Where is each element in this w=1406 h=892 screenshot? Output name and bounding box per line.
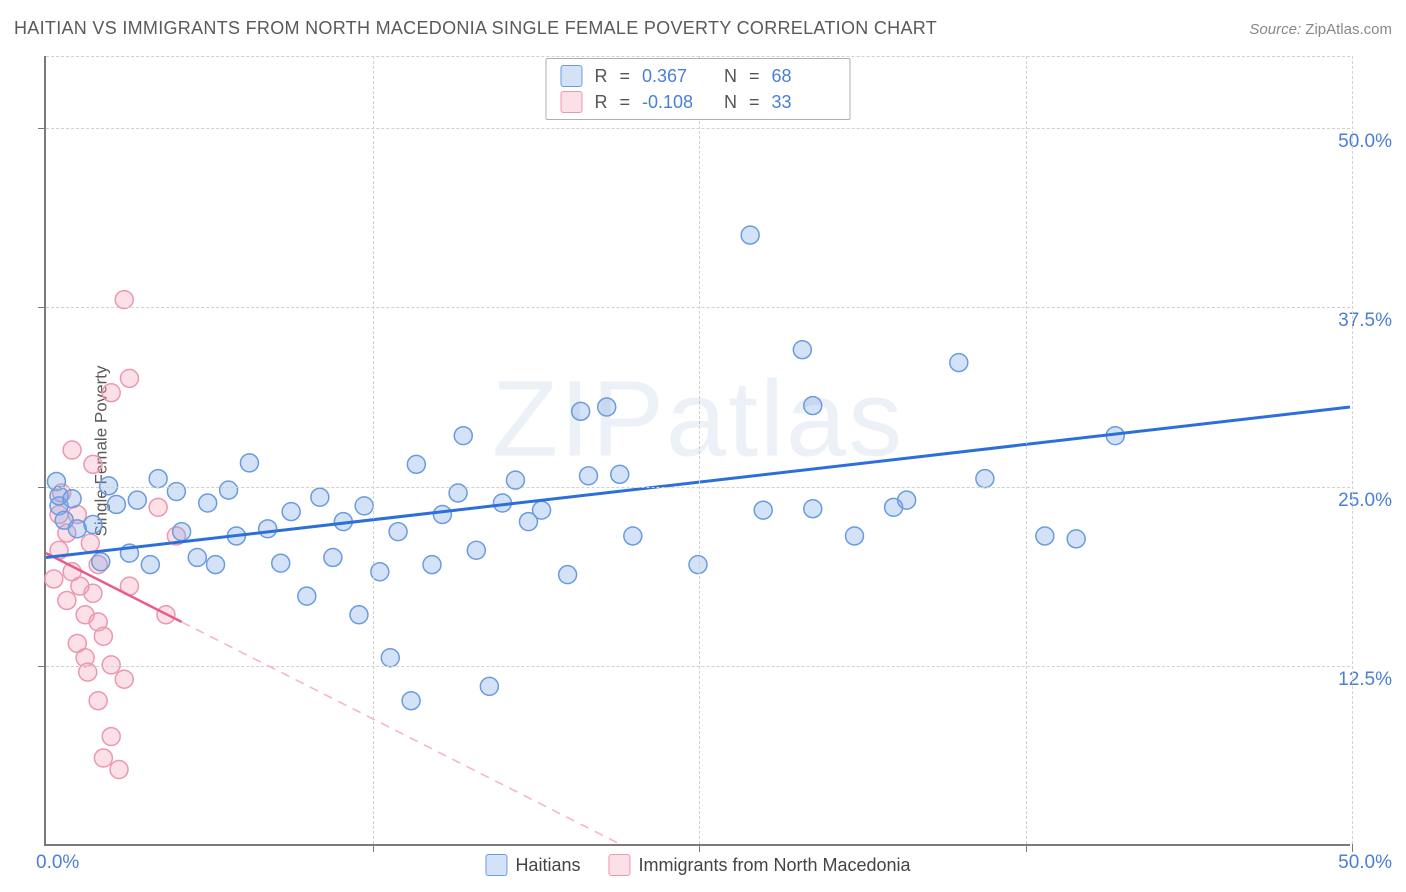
gridline-h bbox=[46, 128, 1350, 129]
gridline-v bbox=[1352, 56, 1353, 844]
gridline-h bbox=[46, 666, 1350, 667]
gridline-v bbox=[1026, 56, 1027, 844]
r-value-b: -0.108 bbox=[642, 92, 706, 113]
legend-item-a: Haitians bbox=[485, 854, 580, 876]
plot-area: ZIPatlas R = 0.367 N = 68 R = -0.108 N =… bbox=[44, 56, 1350, 846]
swatch-b bbox=[608, 854, 630, 876]
correlation-legend: R = 0.367 N = 68 R = -0.108 N = 33 bbox=[545, 58, 850, 120]
gridline-h bbox=[46, 307, 1350, 308]
y-tick-label: 50.0% bbox=[1338, 131, 1392, 153]
regression-line bbox=[46, 553, 182, 622]
swatch-b bbox=[560, 91, 582, 113]
source-attribution: Source: ZipAtlas.com bbox=[1249, 21, 1392, 38]
chart-title: HAITIAN VS IMMIGRANTS FROM NORTH MACEDON… bbox=[14, 18, 937, 39]
series-legend: Haitians Immigrants from North Macedonia bbox=[485, 854, 910, 876]
chart-header: HAITIAN VS IMMIGRANTS FROM NORTH MACEDON… bbox=[14, 18, 1392, 39]
regression-line bbox=[46, 407, 1350, 557]
source-name: ZipAtlas.com bbox=[1305, 21, 1392, 38]
n-value-b: 33 bbox=[772, 92, 836, 113]
legend-item-b: Immigrants from North Macedonia bbox=[608, 854, 910, 876]
n-value-a: 68 bbox=[772, 66, 836, 87]
regression-layer bbox=[46, 56, 1350, 844]
chart-container: Single Female Poverty ZIPatlas R = 0.367… bbox=[44, 56, 1392, 846]
source-prefix: Source: bbox=[1249, 21, 1305, 38]
gridline-h bbox=[46, 487, 1350, 488]
gridline-v bbox=[699, 56, 700, 844]
x-tick-label-min: 0.0% bbox=[36, 852, 79, 874]
legend-label-a: Haitians bbox=[515, 855, 580, 876]
regression-line bbox=[182, 622, 620, 844]
swatch-a bbox=[485, 854, 507, 876]
y-tick-label: 37.5% bbox=[1338, 310, 1392, 332]
y-tick-label: 25.0% bbox=[1338, 490, 1392, 512]
y-tick-label: 12.5% bbox=[1338, 669, 1392, 691]
gridline-v bbox=[373, 56, 374, 844]
correlation-row-b: R = -0.108 N = 33 bbox=[560, 89, 835, 115]
swatch-a bbox=[560, 65, 582, 87]
r-value-a: 0.367 bbox=[642, 66, 706, 87]
correlation-row-a: R = 0.367 N = 68 bbox=[560, 63, 835, 89]
legend-label-b: Immigrants from North Macedonia bbox=[638, 855, 910, 876]
x-tick-label-max: 50.0% bbox=[1338, 852, 1392, 874]
